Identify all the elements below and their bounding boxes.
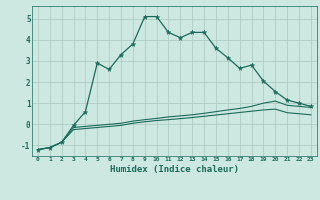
X-axis label: Humidex (Indice chaleur): Humidex (Indice chaleur) — [110, 165, 239, 174]
